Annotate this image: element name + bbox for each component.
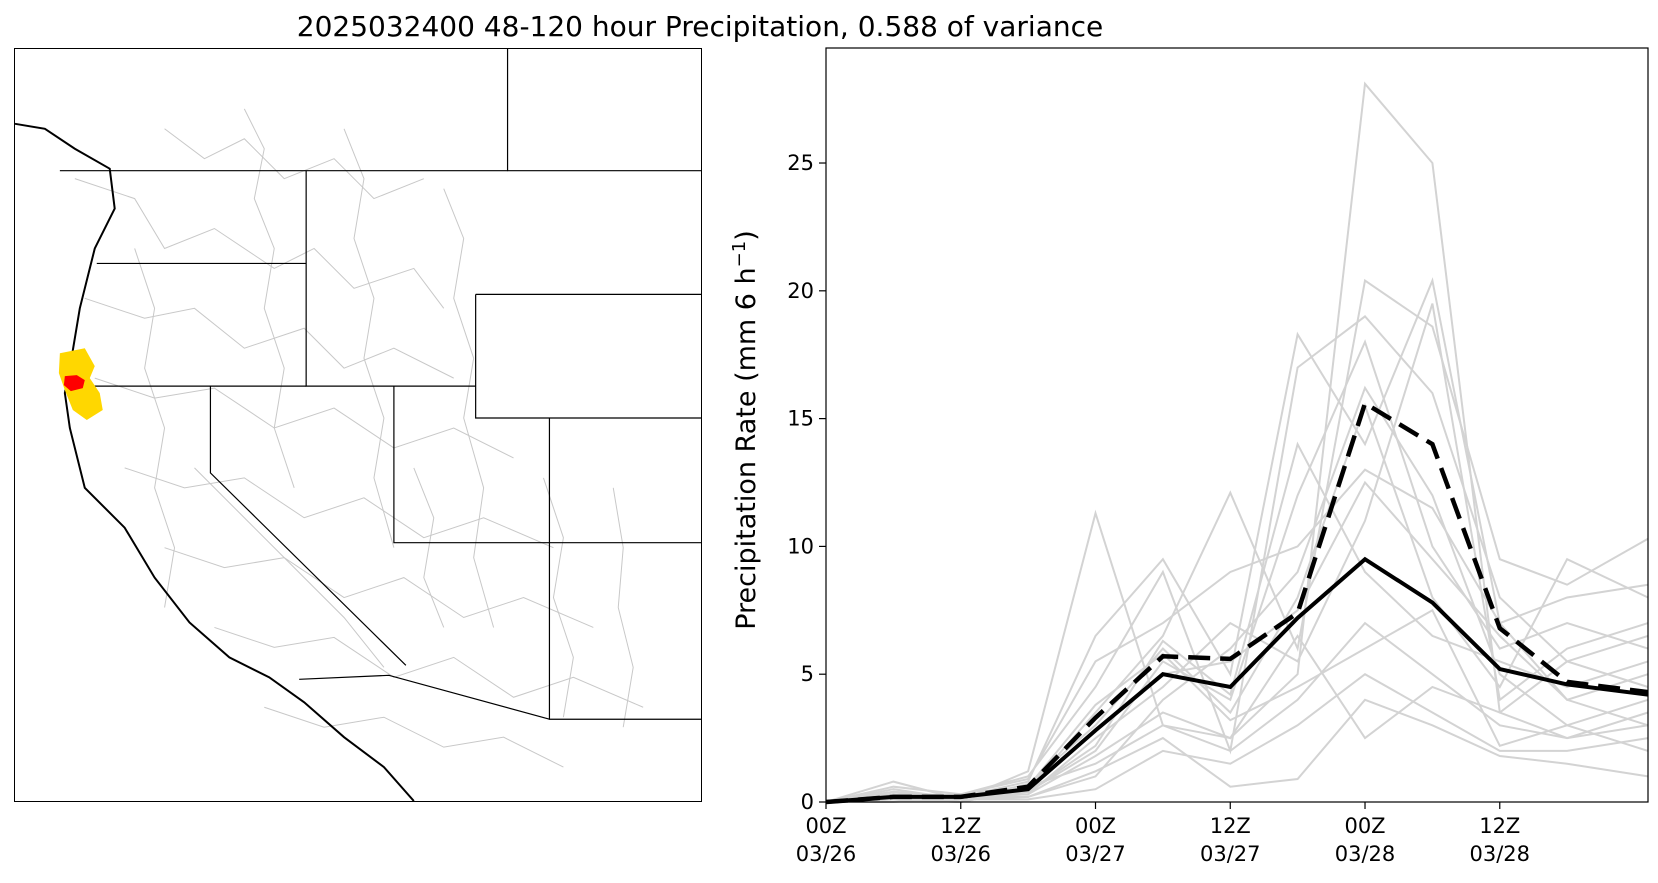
plot-frame	[825, 47, 1649, 803]
x-tick-label-date: 03/27	[1065, 842, 1126, 866]
ensemble-member-lines	[825, 81, 1649, 804]
x-axis-ticks: 00Z 03/26 12Z 03/26 00Z 03/27 12Z 03/27 00Z 03/28…	[796, 802, 1530, 866]
member-line-12	[825, 441, 1649, 803]
y-tick-label: 5	[801, 662, 814, 686]
y-tick-label: 15	[787, 407, 814, 431]
member-line-16	[825, 608, 1649, 803]
y-axis-label: Precipitation Rate (mm 6 h−1)	[729, 230, 763, 630]
x-tick-label-date: 03/26	[796, 842, 857, 866]
x-tick-label-date: 03/28	[1335, 842, 1396, 866]
y-axis-ticks: 0 5 10 15 20 25	[787, 151, 826, 814]
highlight-basin-red	[63, 375, 85, 392]
basin-boundaries	[74, 108, 644, 768]
x-tick-label-time: 00Z	[1075, 814, 1116, 838]
member-line-3	[825, 278, 1649, 804]
basin-map-drawing	[15, 49, 701, 801]
x-tick-label-date: 03/27	[1200, 842, 1261, 866]
x-tick-label-date: 03/26	[930, 842, 991, 866]
coastline	[15, 122, 415, 801]
member-line-7	[825, 402, 1649, 803]
y-tick-label: 0	[801, 790, 814, 814]
y-tick-label: 10	[787, 534, 814, 558]
x-tick-label-time: 00Z	[805, 814, 846, 838]
x-tick-label-time: 12Z	[1210, 814, 1251, 838]
member-line-2	[825, 277, 1649, 803]
y-tick-label: 25	[787, 151, 814, 175]
basin-map	[14, 48, 702, 802]
x-tick-label-time: 12Z	[1479, 814, 1520, 838]
y-tick-label: 20	[787, 279, 814, 303]
x-tick-label-date: 03/28	[1470, 842, 1531, 866]
weighted-series-line	[825, 399, 1649, 805]
x-tick-label-time: 00Z	[1344, 814, 1385, 838]
state-borders	[59, 49, 701, 720]
figure-title: 2025032400 48-120 hour Precipitation, 0.…	[296, 10, 1104, 43]
x-tick-label-time: 12Z	[940, 814, 981, 838]
member-line-6	[826, 385, 1649, 803]
